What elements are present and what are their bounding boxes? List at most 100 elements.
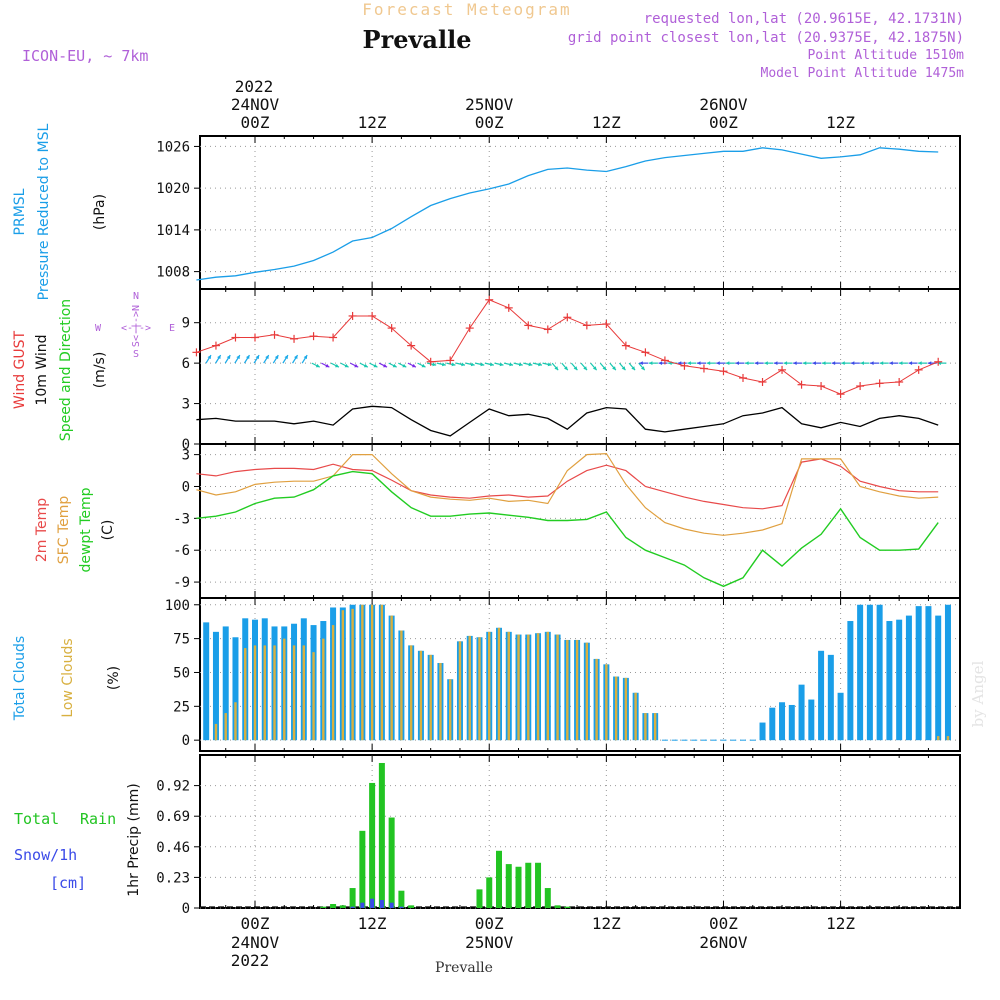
low-cloud-bar [234,702,237,741]
wind-speed-line [196,405,939,437]
wind-arrowhead [373,363,378,368]
total-cloud-bar [212,631,219,741]
top-hour-label: 00Z [709,113,738,132]
total-cloud-bar [222,626,229,741]
p5-label-cm: [cm] [50,874,86,892]
y-tick-label: 9 [182,316,190,332]
low-cloud-bar [566,639,569,741]
wind-arrowhead [383,363,388,368]
wind-arrowhead [639,361,643,366]
wind-arrowhead [822,361,826,366]
y-tick-label: 0.23 [156,870,190,886]
wind-arrowhead [265,355,269,360]
low-cloud-bar [644,713,647,741]
wind-arrowhead [554,366,559,371]
low-cloud-bar [263,645,266,741]
wind-arrowhead [841,361,845,366]
low-cloud-bar [214,723,218,741]
p5-label-rain: Rain [80,810,116,828]
low-cloud-bar [946,736,950,741]
total-cloud-bar [915,606,922,741]
p5-label-total: Total [14,810,59,828]
wind-arrowhead [509,362,514,367]
y-tick-label: 1026 [156,139,190,155]
wind-arrowhead [411,363,416,368]
low-cloud-bar [312,652,315,741]
low-cloud-bar [634,692,637,741]
watermark: by Angel [969,660,987,727]
wind-arrowhead [898,361,903,366]
wind-arrowhead [648,361,653,366]
wind-arrowhead [245,355,250,360]
rain-bar [408,905,415,908]
wind-arrowhead [547,362,552,367]
total-cloud-bar [866,604,873,741]
bottom-date-label: 26NOV [699,933,748,952]
compass-e: E [169,323,175,334]
low-cloud-bar [449,679,452,741]
wind-arrowhead [421,363,426,368]
wind-arrowhead [612,366,616,371]
low-cloud-bar [507,631,510,741]
forecast-title: Forecast Meteogram [362,0,571,19]
y-tick-label: -6 [173,543,190,559]
wind-arrowhead [764,361,768,366]
total-cloud-bar [827,654,834,741]
total-cloud-bar [808,699,815,741]
wind-arrowhead [592,366,597,371]
bottom-hour-label: 00Z [709,914,738,933]
snow-bar [370,898,375,908]
low-cloud-bar [390,615,393,741]
y-tick-label: 25 [173,699,190,715]
wind-arrowhead [490,362,494,367]
wind-arrowhead [325,363,330,368]
low-cloud-bar [517,634,520,741]
wind-arrowhead [802,361,807,366]
p4-label-low: Low Clouds [60,638,76,717]
panel-frame [199,135,961,290]
wind-arrowhead [255,355,260,360]
p5-label-unit: 1hr Precip (mm) [126,783,142,896]
y-tick-label: 0 [182,437,190,453]
low-cloud-bar [331,625,335,741]
low-cloud-bar [458,641,462,741]
compass-rose: N W <-|-> E S<-|->N S [95,291,175,360]
point-altitude: Point Altitude 1510m [807,48,964,63]
wind-arrowhead [480,362,485,367]
low-cloud-bar [351,608,354,741]
wind-arrowhead [870,361,874,366]
rain-bar [544,888,551,908]
low-cloud-bar [409,645,413,741]
rain-bar [359,830,366,908]
cloud-bars [203,604,951,741]
wind-arrowhead [889,361,893,366]
low-cloud-bar [439,662,442,741]
bottom-hour-label: 00Z [475,914,504,933]
y-tick-label: 1020 [156,181,190,197]
wind-arrowhead [402,363,407,368]
gust-markers [192,295,943,399]
wind-arrowhead [831,361,836,366]
wind-arrowhead [303,355,308,360]
wind-arrowhead [573,366,578,371]
bottom-hour-label: 12Z [826,914,855,933]
low-cloud-bar [322,638,325,741]
gridpoint-coords: grid point closest lon,lat (20.9375E, 42… [568,30,964,46]
y-tick-label: 50 [173,665,190,681]
panel-5: 0.92 0.69 0.46 0.23 0 [156,754,961,917]
wind-arrowhead [687,361,691,366]
snow-bar [389,902,394,908]
total-cloud-bar [905,615,912,741]
total-cloud-bar [798,684,805,741]
low-cloud-bar [400,630,403,741]
wind-arrowhead [602,366,607,371]
wind-arrowhead [773,361,778,366]
low-cloud-bar [497,627,501,741]
low-cloud-bar [556,634,559,741]
footer-station: Prevalle [435,960,493,976]
year-label-bottom: 2022 [231,951,270,970]
top-date-label: 24NOV [231,95,280,114]
bottom-date-label: 24NOV [231,933,280,952]
